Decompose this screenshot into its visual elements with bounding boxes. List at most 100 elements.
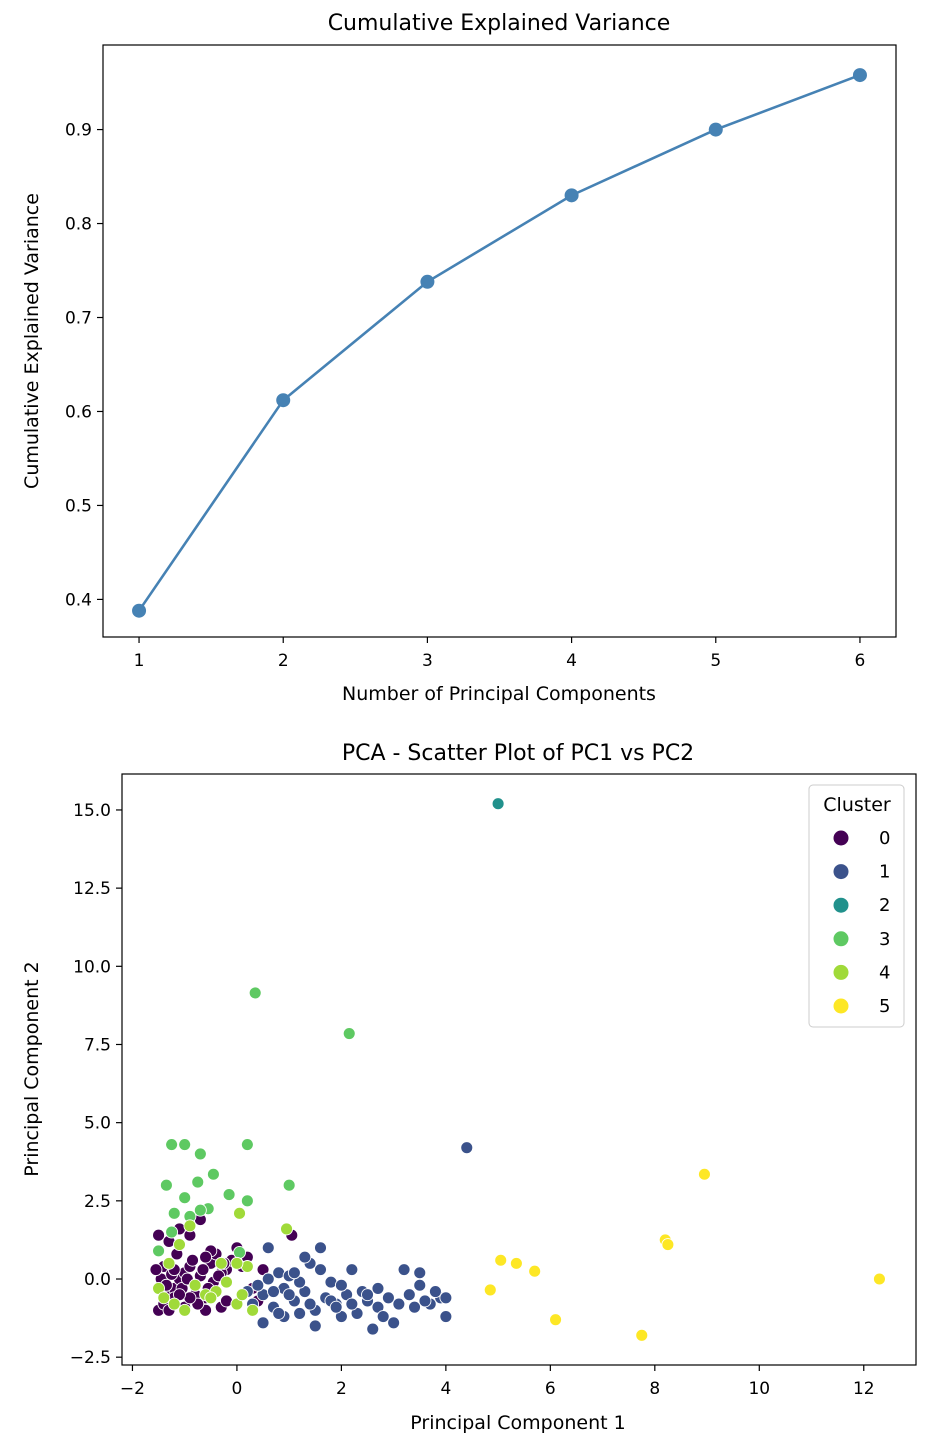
cluster-3-point [159,1178,173,1192]
chart2-y-tick-label: 12.5 [73,879,111,899]
legend-marker-5 [833,998,849,1014]
chart1-x-tick-label: 4 [566,651,577,671]
cluster-5-point [661,1238,675,1252]
chart1-y-tick-label: 0.7 [65,309,92,329]
cluster-4-point [157,1291,171,1305]
cluster-1-point [314,1241,327,1255]
cluster-1-point [428,1285,442,1298]
cluster-1-point [314,1263,327,1277]
chart1-title: Cumulative Explained Variance [328,11,671,36]
cluster-5-point [528,1264,542,1278]
cluster-1-point [439,1291,453,1305]
cluster-1-point [418,1294,432,1308]
cluster-1-point [366,1322,380,1336]
chart2-x-tick-label: 4 [440,1379,451,1399]
cluster-3-point [165,1225,179,1239]
cluster-3-point [248,986,262,1000]
chart1-x-tick-label: 1 [134,651,145,671]
chart1-plot-area [102,44,897,638]
cluster-4-point [246,1303,260,1317]
cluster-1-point [261,1272,275,1286]
cluster-0-point [186,1253,199,1267]
chart1-y-tick-label: 0.5 [65,496,92,516]
cluster-3-point [167,1206,181,1220]
chart2-x-tick-label: 8 [649,1379,660,1399]
pca-scatter-chart: PCA - Scatter Plot of PC1 vs PC2 −2 0 2 4 6 8… [21,741,917,1434]
variance-point [420,274,435,289]
chart2-y-axis-label: Principal Component 2 [21,961,43,1176]
cluster-1-point [408,1300,421,1314]
cluster-1-point [371,1281,385,1295]
cluster-1-point [439,1310,453,1323]
legend-label-4: 4 [879,962,890,983]
cluster-1-point [303,1297,317,1311]
cluster-3-point [240,1194,254,1208]
cluster-1-point [381,1291,395,1305]
chart2-y-tick-label: 10.0 [73,957,111,977]
chart1-x-tick-label: 5 [710,651,721,671]
cluster-3-point [282,1178,296,1192]
cluster-3-point [222,1188,236,1202]
cluster-1-point [282,1288,296,1302]
chart1-y-tick-label: 0.9 [65,121,92,141]
chart2-x-tick-label: 0 [232,1379,243,1399]
cluster-3-point [206,1167,220,1181]
cluster-1-point [261,1241,275,1255]
cluster-1-point [256,1316,270,1330]
cluster-1-point [387,1316,401,1330]
cluster-5-point [872,1272,886,1286]
chart2-y-tick-label: 15.0 [73,801,111,821]
chart1-marks [132,68,867,618]
cluster-1-point [413,1278,427,1292]
chart1-x-tick-label: 2 [278,651,289,671]
cluster-0-point [196,1263,210,1277]
cluster-1-point [308,1319,322,1333]
chart1-x-tick-label: 3 [422,651,433,671]
cluster-1-point [361,1288,374,1302]
cluster-3-point [152,1244,166,1258]
cluster-1-point [267,1285,280,1298]
cluster-1-point [329,1300,343,1314]
cluster-1-point [345,1263,359,1277]
cluster-3-point [178,1191,192,1205]
cluster-4-point [183,1219,197,1233]
chart2-title: PCA - Scatter Plot of PC1 vs PC2 [342,741,694,766]
variance-line [137,73,861,612]
cluster-1-point [376,1310,390,1323]
chart1-x-axis-label: Number of Principal Components [342,683,656,705]
cluster-2-point [491,797,505,811]
chart2-legend: Cluster 0 1 2 3 4 5 [808,784,905,1028]
cluster-1-point [345,1297,359,1311]
legend-title: Cluster [823,794,891,816]
cluster-3-point [165,1138,179,1151]
variance-point [852,68,867,83]
chart2-marks [149,797,886,1342]
cluster-1-point [397,1263,411,1277]
cluster-1-point [402,1288,416,1302]
legend-label-1: 1 [879,862,890,883]
variance-point [564,188,579,203]
cluster-4-point [220,1275,233,1289]
cluster-4-point [204,1291,218,1305]
cluster-5-point [549,1313,563,1327]
cluster-5-point [635,1328,649,1342]
chart2-y-tick-label: 0.0 [84,1270,111,1290]
legend-label-5: 5 [879,996,890,1017]
cluster-4-point [233,1206,246,1220]
chart1-y-tick-label: 0.4 [65,590,92,610]
cluster-5-point [483,1283,497,1297]
cluster-0-point [149,1263,163,1277]
cluster-1-point [251,1278,265,1292]
chart2-y-tick-label: 5.0 [84,1114,111,1134]
cluster-5-point [509,1256,523,1270]
legend-items: 0 1 2 3 4 5 [833,828,890,1017]
chart2-x-tick-label: 12 [853,1379,875,1399]
chart1-ticks: 1 2 3 4 5 6 0.4 0.5 0.6 0.7 0.8 0.9 [65,121,865,671]
chart2-x-tick-label: 2 [336,1379,347,1399]
chart1-x-tick-label: 6 [855,651,866,671]
cluster-4-point [178,1303,192,1317]
cluster-0-point [199,1250,213,1264]
cluster-3-point [240,1138,254,1151]
legend-label-3: 3 [879,929,890,950]
